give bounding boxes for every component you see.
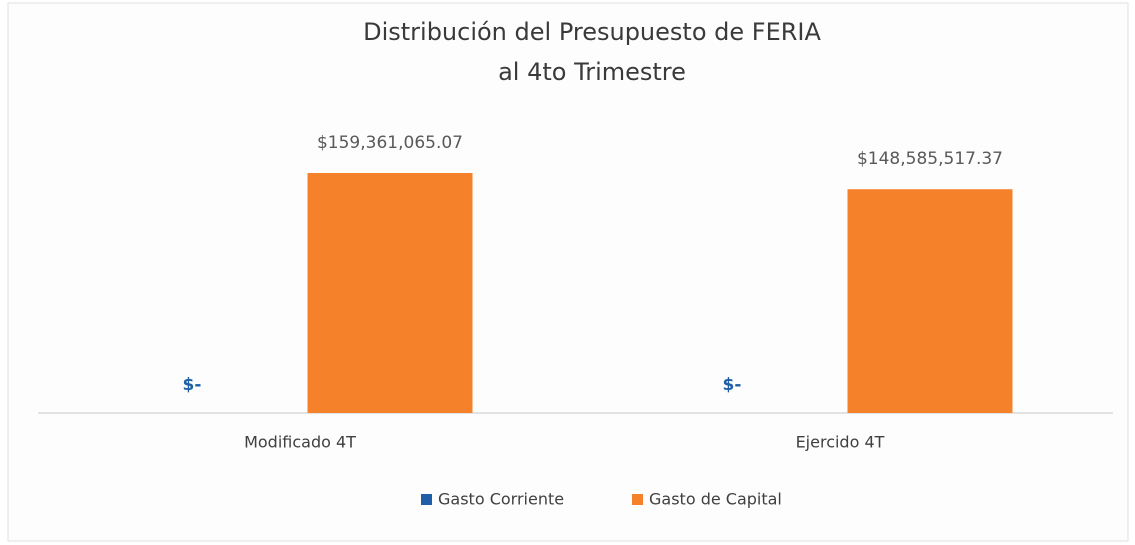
legend-label: Gasto Corriente: [438, 490, 564, 509]
x-tick-label: Modificado 4T: [244, 433, 356, 452]
data-label: $148,585,517.37: [857, 149, 1003, 169]
bar: [847, 189, 1013, 413]
legend-label: Gasto de Capital: [649, 490, 782, 509]
bar: [307, 173, 473, 413]
chart-title: al 4to Trimestre: [498, 58, 686, 86]
data-label: $159,361,065.07: [317, 133, 463, 153]
legend-swatch: [632, 494, 643, 505]
chart-title: Distribución del Presupuesto de FERIA: [363, 18, 821, 46]
x-tick-label: Ejercido 4T: [796, 433, 885, 452]
legend-swatch: [421, 494, 432, 505]
data-label: $-: [183, 375, 202, 395]
data-label: $-: [723, 375, 742, 395]
